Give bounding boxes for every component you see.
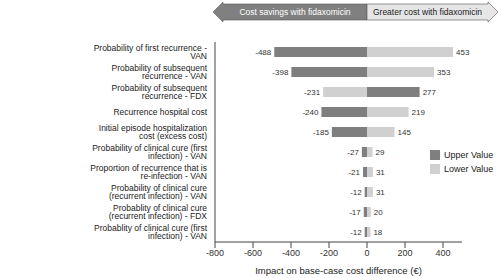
- svg-text:-27: -27: [347, 148, 359, 157]
- svg-text:Proportion of recurrence that: Proportion of recurrence that isre-infec…: [90, 163, 207, 182]
- svg-text:Initial episode hospitalizatio: Initial episode hospitalizationcost (exc…: [99, 123, 207, 142]
- svg-text:-231: -231: [304, 88, 321, 97]
- svg-text:Recurrence hospital cost: Recurrence hospital cost: [113, 107, 207, 117]
- html-text:Upper Value: Upper Value: [444, 150, 494, 160]
- svg-text:Greater cost with fidaxomicin: Greater cost with fidaxomicin: [373, 7, 482, 17]
- svg-text:145: 145: [398, 128, 412, 137]
- svg-text:277: 277: [423, 88, 437, 97]
- svg-text:Probability of subsequentrecur: Probability of subsequentrecurrence - VA…: [112, 63, 208, 82]
- svg-text:Impact on base-case cost diffe: Impact on base-case cost difference (€): [255, 265, 422, 276]
- svg-text:Probability of clinical cure(r: Probability of clinical cure(recurrent i…: [109, 183, 207, 202]
- html-text:Lower Value: Lower Value: [444, 164, 494, 174]
- svg-text:-488: -488: [255, 48, 272, 57]
- svg-text:29: 29: [376, 148, 385, 157]
- svg-text:18: 18: [373, 228, 382, 237]
- svg-text:200: 200: [397, 248, 412, 258]
- svg-text:-12: -12: [350, 228, 362, 237]
- svg-text:-400: -400: [282, 248, 300, 258]
- svg-text:31: 31: [376, 188, 385, 197]
- svg-text:Cost savings with fidaxomicin: Cost savings with fidaxomicin: [239, 7, 350, 17]
- svg-text:-240: -240: [302, 108, 319, 117]
- svg-text:453: 453: [456, 48, 470, 57]
- svg-text:Probability of first recurrenc: Probability of first recurrence -VAN: [94, 43, 208, 62]
- svg-text:Probability of clinical cure (: Probability of clinical cure (firstinfec…: [92, 143, 207, 162]
- svg-text:-185: -185: [313, 128, 330, 137]
- svg-text:-398: -398: [272, 68, 289, 77]
- svg-text:Probability of subsequentrecur: Probability of subsequentrecurrence - FD…: [112, 83, 208, 102]
- svg-text:-200: -200: [320, 248, 338, 258]
- svg-text:400: 400: [435, 248, 450, 258]
- svg-text:0: 0: [364, 248, 369, 258]
- svg-text:-600: -600: [244, 248, 262, 258]
- svg-text:-12: -12: [350, 188, 362, 197]
- svg-text:20: 20: [374, 208, 383, 217]
- svg-text:-21: -21: [348, 168, 360, 177]
- svg-text:Probablity of clinical cure (f: Probablity of clinical cure (firstinfect…: [94, 223, 208, 242]
- svg-text:-800: -800: [206, 248, 224, 258]
- svg-text:-17: -17: [349, 208, 361, 217]
- svg-text:353: 353: [437, 68, 451, 77]
- svg-text:31: 31: [376, 168, 385, 177]
- svg-text:219: 219: [412, 108, 426, 117]
- svg-text:Probablity of clinical cure(re: Probablity of clinical cure(recurrent in…: [109, 203, 208, 222]
